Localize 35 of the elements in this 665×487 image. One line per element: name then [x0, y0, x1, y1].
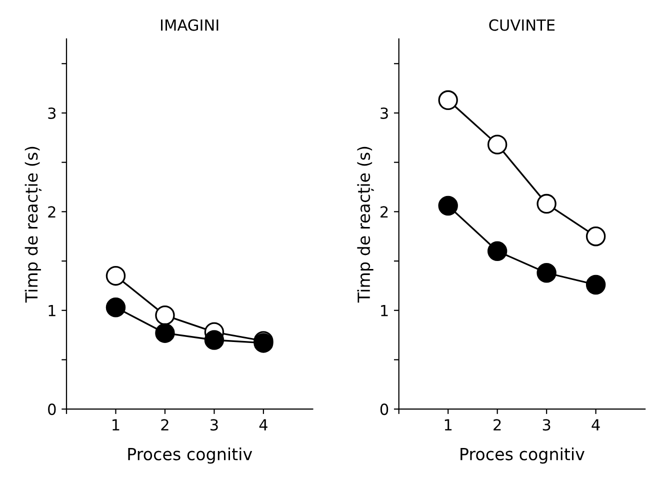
x-tick-label: 1	[444, 419, 452, 430]
y-axis-title: Timp de reacție (s)	[24, 146, 42, 303]
point	[438, 196, 458, 216]
x-tick-label: 2	[161, 419, 168, 430]
y-tick-label: 3	[48, 107, 56, 120]
y-tick-label: 1	[48, 305, 56, 316]
point	[536, 194, 556, 214]
y-tick-label: 0	[48, 404, 56, 416]
y-tick-label: 1	[381, 305, 388, 316]
point	[487, 134, 508, 154]
x-tick-label: 3	[542, 419, 550, 431]
x-axis-title: Proces cognitiv	[460, 447, 584, 464]
x-tick-label: 3	[210, 419, 218, 431]
x-tick-label: 1	[112, 419, 120, 430]
y-tick-label: 0	[380, 404, 388, 416]
y-tick-label: 2	[48, 206, 56, 218]
chart-title: CUVINTE	[489, 19, 555, 31]
x-tick-label: 4	[259, 419, 268, 430]
y-tick-label: 2	[380, 206, 388, 218]
x-tick-label: 2	[494, 419, 501, 430]
x-tick-label: 4	[592, 419, 600, 430]
point	[487, 241, 508, 262]
y-tick-label: 3	[380, 107, 388, 120]
point	[106, 266, 126, 286]
point	[155, 305, 175, 326]
point	[438, 90, 458, 110]
point	[106, 298, 126, 318]
point	[536, 263, 556, 283]
point	[586, 226, 606, 246]
point	[204, 330, 224, 350]
y-axis-title: Timp de reacție (s)	[357, 146, 374, 303]
point	[155, 323, 175, 343]
x-axis-title: Proces cognitiv	[128, 447, 252, 464]
chart-title: IMAGINI	[161, 19, 218, 31]
point	[586, 274, 606, 295]
